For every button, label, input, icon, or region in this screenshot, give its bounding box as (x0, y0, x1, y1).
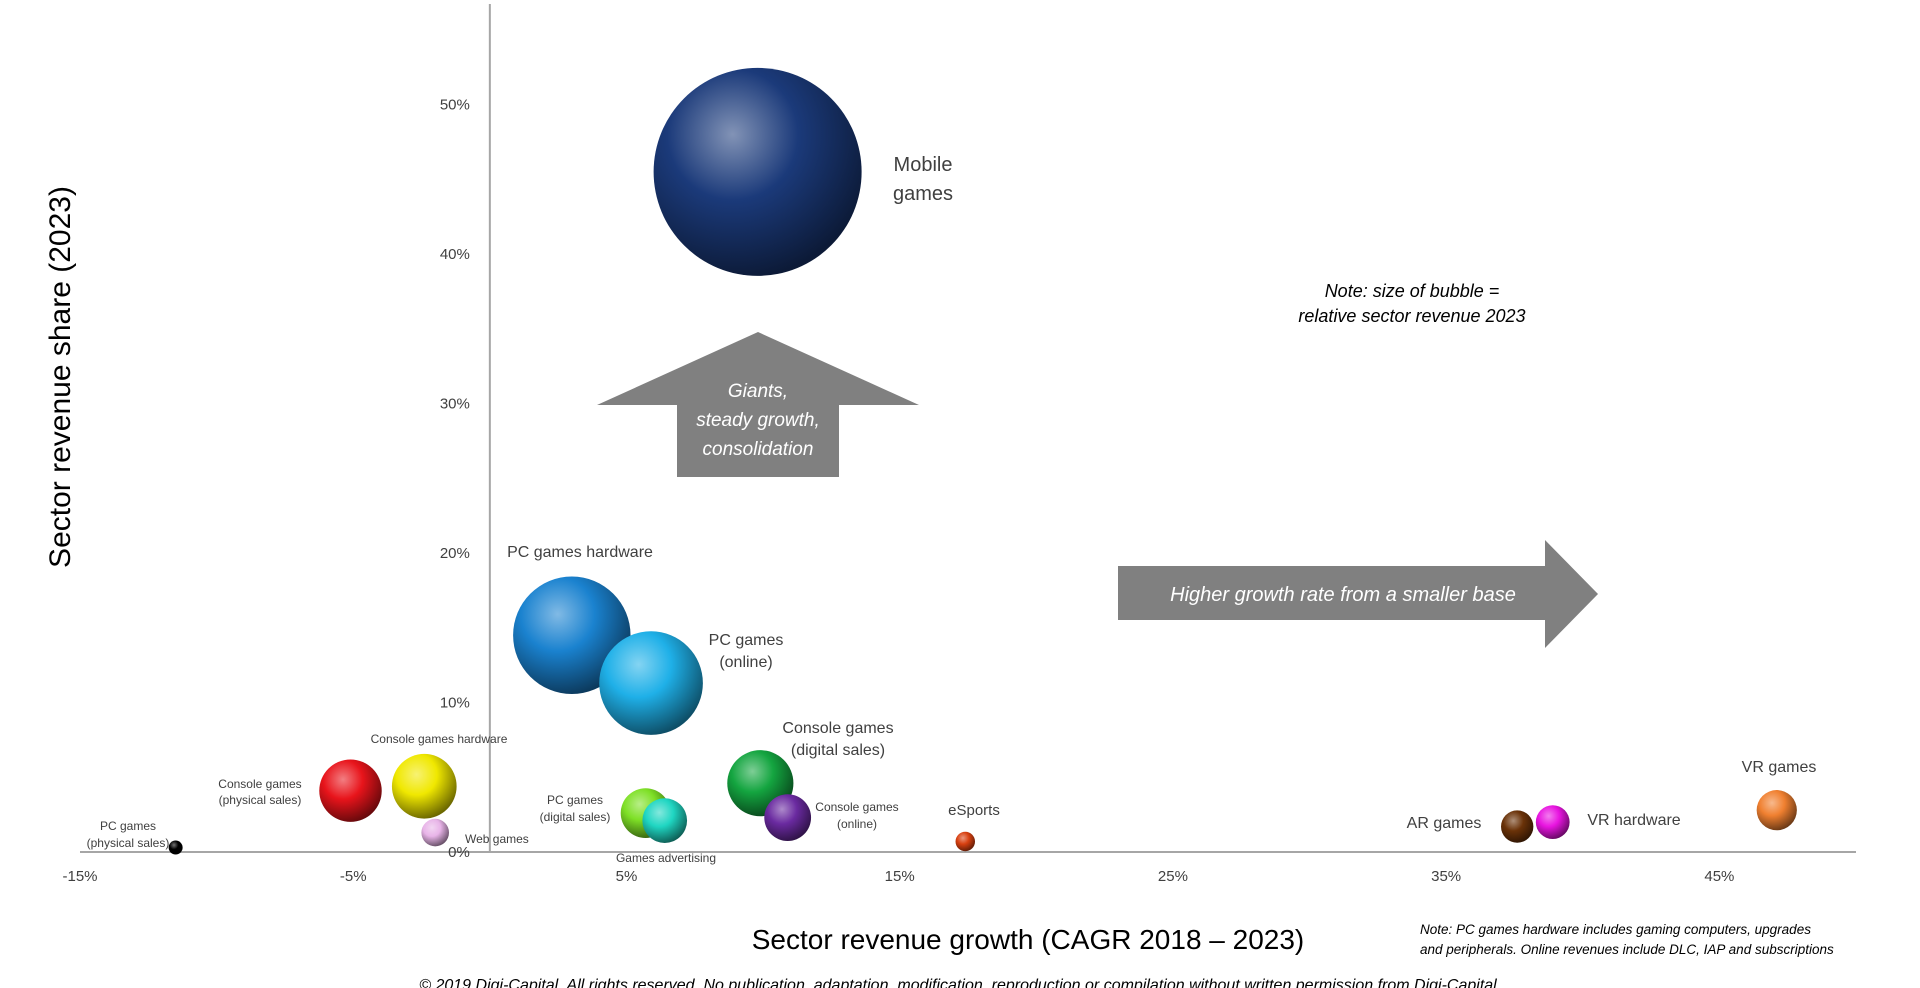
label-pc-digital-line-2: (digital sales) (540, 810, 611, 824)
right-arrow-label: Higher growth rate from a smaller base (1170, 584, 1516, 606)
label-web-games: Web games (465, 832, 529, 846)
label-ar-games: AR games (1407, 815, 1482, 832)
label-pc-games-online-line-1: PC games (709, 632, 784, 649)
y-tick-label: 50% (440, 97, 470, 114)
x-tick-label: 45% (1704, 868, 1734, 885)
x-tick-label: 5% (616, 868, 638, 885)
up-arrow-line-1: Giants, (728, 381, 788, 402)
up-arrow-annotation: Giants, steady growth, consolidation (597, 332, 919, 477)
bubble-web-games (421, 818, 449, 847)
label-console-digital-line-1: Console games (782, 720, 893, 737)
x-tick-label: 15% (885, 868, 915, 885)
label-pc-physical-line-1: PC games (100, 819, 156, 833)
label-pc-games-online-line-2: (online) (719, 654, 772, 671)
y-tick-label: 40% (440, 246, 470, 263)
label-pc-games-hardware: PC games hardware (507, 544, 653, 561)
bubble-ar-games (1501, 810, 1534, 843)
bubble-vr-hardware (1535, 805, 1570, 839)
bubble-labels: Mobile games PC games hardware PC games … (87, 154, 1817, 865)
bubble-console-games-physical-sales (319, 759, 382, 822)
bubbles (168, 67, 1797, 855)
y-tick-label: 0% (448, 844, 470, 861)
label-vr-games: VR games (1742, 759, 1817, 776)
x-tick-label: -15% (62, 868, 97, 885)
x-tick-labels: -15% -5% 5% 15% 25% 35% 45% (62, 868, 1734, 885)
bubble-size-note-line-1: Note: size of bubble = (1325, 281, 1500, 301)
bubble-size-note-line-2: relative sector revenue 2023 (1298, 306, 1525, 326)
bubble-vr-games (1756, 790, 1797, 831)
copyright-notice: © 2019 Digi-Capital. All rights reserved… (419, 977, 1497, 988)
up-arrow-line-3: consolidation (703, 439, 814, 460)
x-tick-label: 35% (1431, 868, 1461, 885)
label-console-digital-line-2: (digital sales) (791, 742, 885, 759)
up-arrow-shape (597, 332, 919, 477)
bubble-pc-games-online (599, 631, 703, 735)
label-esports: eSports (948, 802, 1000, 819)
y-tick-label: 30% (440, 396, 470, 413)
label-mobile-games-line-2: games (893, 183, 953, 205)
up-arrow-line-2: steady growth, (696, 410, 820, 431)
label-console-online-line-1: Console games (815, 800, 898, 814)
bubble-console-games-hardware (391, 753, 457, 819)
label-console-physical-line-2: (physical sales) (219, 793, 302, 807)
label-mobile-games-line-1: Mobile (894, 154, 953, 176)
label-games-advertising: Games advertising (616, 851, 716, 865)
x-axis-title: Sector revenue growth (CAGR 2018 – 2023) (752, 924, 1305, 955)
x-tick-label: 25% (1158, 868, 1188, 885)
y-tick-labels: 0% 10% 20% 30% 40% 50% (440, 97, 470, 861)
footnote-line-2: and peripherals. Online revenues include… (1420, 942, 1834, 957)
bubble-mobile-games (653, 67, 862, 276)
label-console-online-line-2: (online) (837, 817, 877, 831)
label-pc-digital-line-1: PC games (547, 793, 603, 807)
x-tick-label: -5% (340, 868, 367, 885)
label-vr-hardware: VR hardware (1587, 812, 1680, 829)
footnote-line-1: Note: PC games hardware includes gaming … (1420, 922, 1811, 937)
bubble-pc-games-physical-sales (168, 840, 183, 855)
label-console-hardware: Console games hardware (371, 732, 508, 746)
y-tick-label: 10% (440, 695, 470, 712)
right-arrow-annotation: Higher growth rate from a smaller base (1118, 540, 1598, 648)
bubble-console-games-online (764, 794, 812, 842)
y-axis-title: Sector revenue share (2023) (44, 186, 77, 568)
bubble-games-advertising (642, 798, 688, 843)
bubble-esports (955, 831, 976, 852)
label-console-physical-line-1: Console games (218, 777, 301, 791)
label-pc-physical-line-2: (physical sales) (87, 836, 170, 850)
y-tick-label: 20% (440, 545, 470, 562)
right-arrow-shape (1118, 540, 1598, 648)
bubble-pc-games-hardware (513, 576, 631, 694)
